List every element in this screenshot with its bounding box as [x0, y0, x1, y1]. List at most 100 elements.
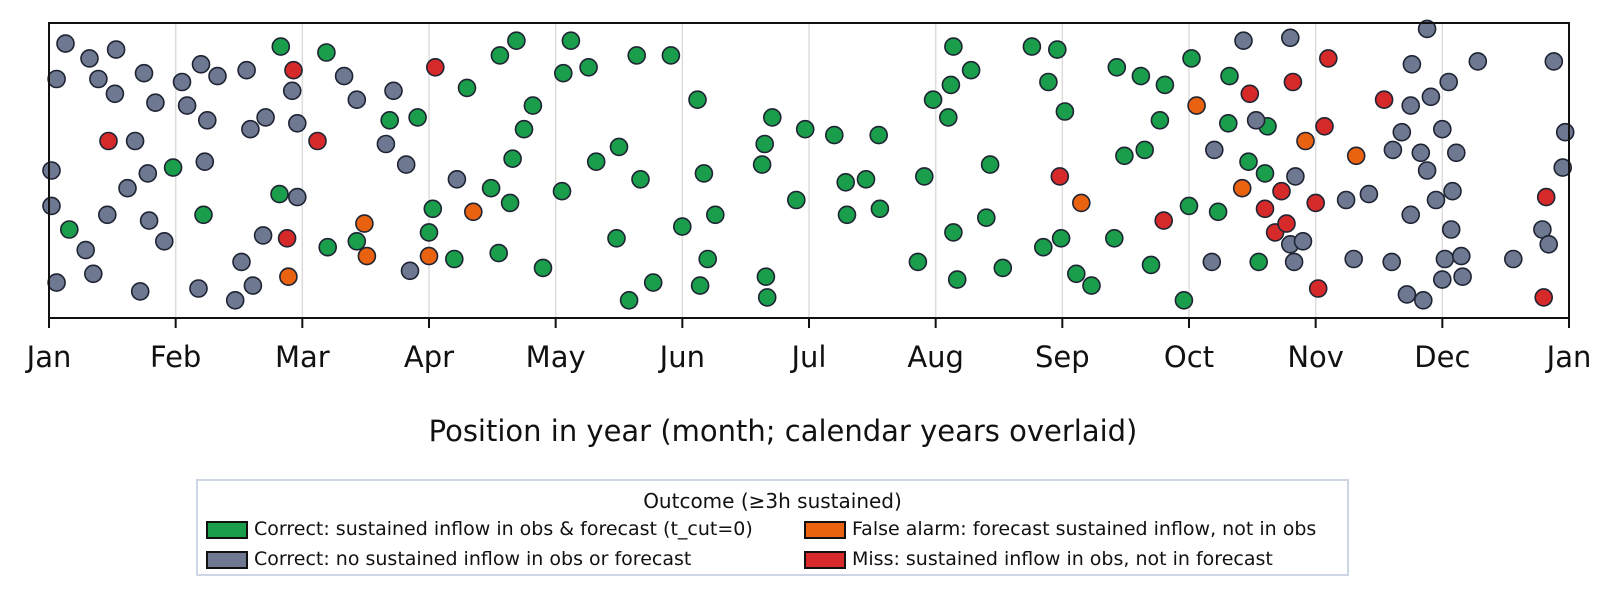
point-correct-none	[1452, 246, 1471, 266]
point-correct-inflow	[552, 181, 572, 201]
point-correct-inflow	[1239, 152, 1258, 171]
point-correct-none	[1359, 184, 1379, 204]
point-correct-none	[189, 279, 208, 298]
legend-label-correct-inflow: Correct: sustained inflow in obs & forec…	[254, 518, 753, 540]
point-correct-inflow	[694, 164, 714, 183]
x-tick-label-jun: Jun	[658, 340, 705, 374]
point-correct-inflow	[837, 205, 857, 225]
point-correct-inflow	[856, 170, 876, 189]
point-correct-none	[243, 276, 263, 295]
point-correct-inflow	[755, 134, 775, 154]
point-correct-none	[1441, 220, 1461, 239]
point-correct-inflow	[347, 232, 367, 251]
point-correct-inflow	[1022, 37, 1042, 56]
point-correct-none	[1281, 28, 1300, 48]
point-correct-inflow	[752, 155, 772, 174]
point-correct-none	[282, 81, 302, 101]
point-correct-none	[1433, 119, 1452, 139]
point-correct-none	[76, 240, 95, 260]
point-correct-none	[1202, 252, 1222, 272]
point-correct-inflow	[444, 249, 464, 269]
point-correct-none	[1504, 249, 1523, 269]
point-correct-none	[1539, 235, 1558, 254]
x-tick-label-sep: Sep	[1035, 340, 1090, 374]
point-miss	[1536, 187, 1556, 207]
point-correct-inflow	[627, 46, 647, 65]
point-correct-inflow	[489, 243, 509, 263]
point-correct-inflow	[271, 37, 291, 56]
point-correct-inflow	[1105, 229, 1124, 248]
point-correct-none	[125, 131, 145, 151]
point-correct-none	[256, 108, 275, 127]
point-correct-none	[1447, 143, 1466, 163]
point-correct-none	[191, 55, 211, 74]
point-correct-inflow	[1107, 58, 1127, 77]
x-tick-label-dec: Dec	[1414, 340, 1470, 374]
point-correct-inflow	[318, 237, 338, 257]
x-tick-label-oct: Oct	[1164, 340, 1214, 374]
point-correct-inflow	[869, 125, 889, 145]
outcome-scatter-chart: Jan Feb Mar Apr May Jun Jul Aug Sep Oct Nov Dec Jan …	[25, 19, 1591, 448]
point-miss	[1154, 211, 1173, 230]
legend-swatch-false-alarm	[804, 521, 846, 539]
legend-title: Outcome (≥3h sustained)	[643, 489, 902, 513]
point-false-alarm	[1187, 96, 1206, 115]
x-tick-label-aug: Aug	[907, 340, 964, 374]
point-correct-inflow	[579, 58, 598, 77]
point-correct-none	[287, 187, 307, 207]
point-correct-none	[1553, 158, 1572, 177]
x-tick-label-nov: Nov	[1287, 340, 1344, 374]
point-miss	[1319, 49, 1338, 68]
point-correct-inflow	[317, 43, 336, 62]
point-correct-none	[146, 93, 165, 112]
point-correct-inflow	[1141, 255, 1161, 275]
point-false-alarm	[463, 202, 483, 222]
point-correct-inflow	[1219, 114, 1238, 133]
point-miss	[308, 131, 327, 151]
point-correct-inflow	[836, 173, 856, 192]
point-correct-inflow	[1051, 229, 1071, 248]
point-correct-inflow	[553, 63, 573, 83]
point-correct-none	[1205, 140, 1224, 160]
point-correct-inflow	[756, 267, 776, 287]
point-correct-inflow	[408, 108, 427, 127]
point-correct-none	[98, 205, 117, 225]
point-correct-inflow	[993, 258, 1013, 278]
point-correct-none	[198, 111, 217, 130]
point-correct-none	[237, 60, 256, 80]
point-correct-none	[105, 84, 125, 104]
point-correct-inflow	[824, 125, 844, 145]
point-false-alarm	[355, 214, 374, 233]
point-correct-inflow	[619, 290, 639, 310]
legend: Outcome (≥3h sustained) Correct: sustain…	[196, 479, 1349, 576]
point-miss	[277, 229, 297, 248]
point-correct-inflow	[586, 152, 606, 171]
point-correct-inflow	[870, 199, 890, 219]
point-miss	[425, 58, 445, 77]
point-correct-none	[1397, 285, 1417, 304]
point-correct-none	[376, 134, 396, 154]
point-correct-inflow	[690, 276, 710, 295]
point-correct-inflow	[419, 223, 439, 242]
point-correct-none	[139, 211, 159, 230]
point-correct-none	[130, 282, 150, 301]
point-correct-none	[47, 69, 66, 89]
point-correct-inflow	[1082, 276, 1101, 295]
point-correct-inflow	[705, 205, 725, 225]
point-correct-none	[384, 81, 403, 101]
point-miss	[1374, 90, 1394, 109]
x-tick-label-may: May	[526, 340, 586, 374]
point-correct-inflow	[914, 167, 934, 186]
point-correct-none	[134, 63, 154, 83]
point-miss	[1255, 199, 1275, 219]
point-correct-inflow	[1115, 146, 1134, 166]
point-correct-none	[1417, 161, 1437, 180]
x-tick-label-jan: Jan	[25, 340, 72, 374]
point-correct-inflow	[947, 270, 967, 289]
legend-label-miss: Miss: sustained inflow in obs, not in fo…	[852, 548, 1273, 570]
point-false-alarm	[419, 246, 439, 266]
point-correct-none	[334, 66, 354, 86]
point-false-alarm	[1072, 193, 1091, 213]
point-correct-none	[1234, 31, 1253, 51]
point-correct-none	[1402, 55, 1422, 74]
